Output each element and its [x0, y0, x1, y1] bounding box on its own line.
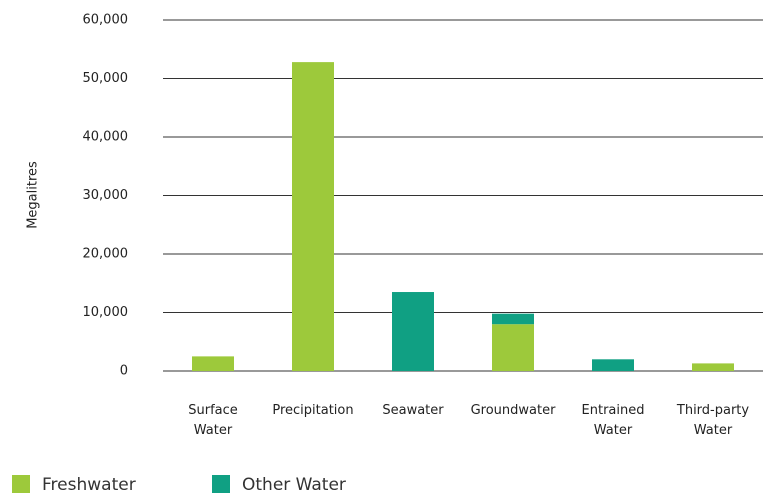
legend-text: Other Water [242, 475, 346, 495]
x-tick-label: Surface Water [188, 403, 238, 438]
y-tick-label: 60,000 [83, 13, 129, 28]
bar-segment [392, 292, 434, 371]
bar-segment [492, 324, 534, 371]
y-tick-label: 10,000 [83, 305, 129, 320]
y-axis-label: Megalitres [26, 161, 41, 229]
legend-text: Freshwater [42, 475, 136, 495]
y-tick-label: 20,000 [83, 247, 129, 262]
x-tick-label: Precipitation [272, 403, 353, 418]
bar-segment [492, 313, 534, 325]
bar-segment [592, 359, 634, 371]
bar-segment [692, 363, 734, 371]
y-tick-label: 50,000 [83, 71, 129, 86]
legend-swatch [212, 475, 230, 493]
bar-segment [292, 62, 334, 372]
legend-swatch [12, 475, 30, 493]
bar-segment [192, 356, 234, 371]
x-tick-label: Third-party Water [676, 403, 750, 438]
x-tick-label: Seawater [382, 403, 444, 418]
y-tick-label: 30,000 [83, 188, 129, 203]
y-tick-label: 40,000 [83, 130, 129, 145]
y-tick-label: 0 [120, 364, 128, 379]
x-tick-label: Entrained Water [582, 403, 645, 438]
x-tick-label: Groundwater [471, 403, 557, 418]
